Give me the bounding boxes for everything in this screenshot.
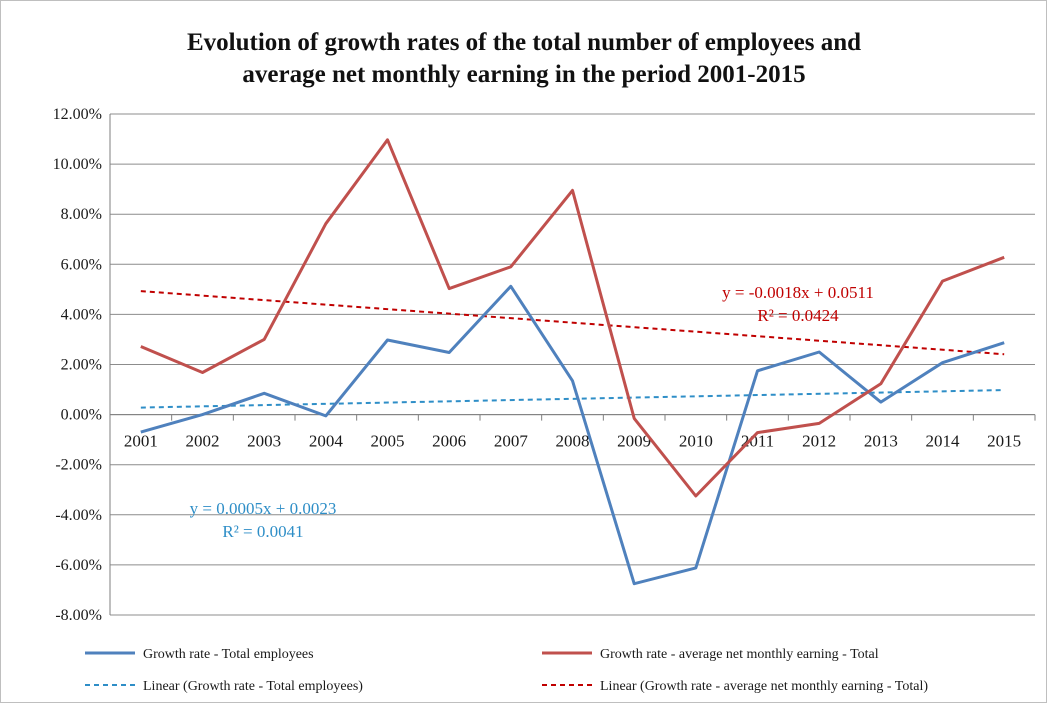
y-tick-label: -4.00%	[55, 507, 102, 524]
y-tick-label: 4.00%	[61, 306, 102, 323]
y-tick-label: -2.00%	[55, 457, 102, 474]
x-tick-label: 2004	[309, 432, 344, 451]
x-tick-label: 2012	[802, 432, 836, 451]
series-line-earning	[140, 138, 1005, 498]
y-tick-label: 6.00%	[61, 256, 102, 273]
legend-label-trend-employees: Linear (Growth rate - Total employees)	[143, 679, 363, 694]
x-tick-label: 2002	[186, 432, 220, 451]
x-tick-label: 2011	[741, 432, 774, 451]
x-tick-label: 2006	[432, 432, 466, 451]
y-tick-label: 10.00%	[53, 156, 102, 173]
x-axis-tick-labels: 2001 2002 2003 2004 2005 2006 2007 2008 2009 2010…	[124, 432, 1021, 451]
x-tick-label: 2008	[556, 432, 590, 451]
x-tick-label: 2007	[494, 432, 529, 451]
x-tick-label: 2013	[864, 432, 898, 451]
trend-equation-earning: y = -0.0018x + 0.0511	[722, 283, 874, 302]
x-tick-label: 2009	[617, 432, 651, 451]
y-axis-tick-labels: 12.00% 10.00% 8.00% 6.00% 4.00% 2.00% 0.00% -2.…	[53, 106, 102, 624]
legend-label-trend-earning: Linear (Growth rate - average net monthl…	[600, 679, 928, 694]
series-line-employees	[140, 284, 1005, 586]
y-tick-label: -6.00%	[55, 557, 102, 574]
y-tick-label: -8.00%	[55, 607, 102, 624]
x-axis	[109, 114, 1036, 615]
legend: Growth rate - Total employees Growth rat…	[85, 647, 928, 694]
y-tick-label: 2.00%	[61, 357, 102, 374]
x-tick-label: 2015	[987, 432, 1021, 451]
y-tick-label: 12.00%	[53, 106, 102, 123]
chart-title-line-2: average net monthly earning in the perio…	[242, 61, 805, 88]
chart-title-line-1: Evolution of growth rates of the total n…	[187, 29, 861, 56]
legend-label-earning: Growth rate - average net monthly earnin…	[600, 647, 879, 662]
trend-equation-employees: y = 0.0005x + 0.0023	[190, 499, 337, 518]
trend-r2-earning: R² = 0.0424	[757, 306, 839, 325]
y-tick-label: 0.00%	[61, 407, 102, 424]
x-tick-label: 2005	[371, 432, 405, 451]
x-tick-label: 2010	[679, 432, 713, 451]
x-tick-label: 2003	[247, 432, 281, 451]
y-tick-label: 8.00%	[61, 206, 102, 223]
trend-r2-employees: R² = 0.0041	[222, 522, 303, 541]
x-tick-label: 2014	[926, 432, 961, 451]
series-lines	[140, 138, 1005, 586]
legend-label-employees: Growth rate - Total employees	[143, 647, 314, 662]
x-tick-label: 2001	[124, 432, 158, 451]
